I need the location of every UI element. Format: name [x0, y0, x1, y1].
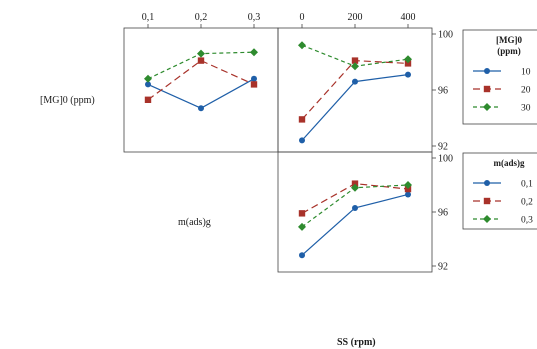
data-point-MG0_x_SS: [299, 137, 305, 144]
data-point-MG0_x_SS: [404, 55, 412, 64]
legend-entry-label: 30: [521, 104, 531, 114]
data-point-m_x_SS: [405, 191, 411, 198]
legend-marker: [484, 180, 490, 186]
series-layer: [144, 41, 412, 259]
x-tick-label-mads: 0,3: [248, 12, 261, 23]
data-point-MG0_x_m: [250, 48, 258, 57]
legend-marker: [483, 197, 491, 205]
legend-title: m(ads)g: [494, 158, 525, 168]
data-point-MG0_x_m: [198, 105, 204, 112]
data-point-m_x_SS: [352, 204, 358, 211]
data-point-MG0_x_SS: [352, 78, 358, 85]
y-tick-label: 92: [438, 262, 448, 273]
legend-box-0: [462, 29, 537, 125]
y-tick-label: 96: [438, 208, 448, 219]
legend-entry-label: 20: [521, 86, 531, 96]
legend-box-1: [462, 152, 537, 230]
data-point-m_x_SS: [298, 210, 306, 217]
legend-entry-label: 0,1: [521, 180, 533, 190]
data-point-m_x_SS: [298, 222, 306, 231]
data-point-MG0_x_m: [145, 81, 151, 88]
data-point-MG0_x_SS: [298, 41, 306, 50]
legend-entry-label: 0,3: [521, 216, 533, 226]
x-tick-label-ss: 200: [348, 12, 363, 23]
series-line-MG0_x_m-1: [147, 59, 255, 101]
series-line-MG0_x_m-0: [147, 78, 255, 109]
y-tick-label: 96: [438, 86, 448, 97]
factor-labels: [MG]0 (ppm) m(ads)g SS (rpm): [40, 95, 376, 348]
data-point-MG0_x_SS: [351, 62, 359, 71]
legend-entry-label: 10: [521, 68, 531, 78]
data-point-MG0_x_m: [144, 74, 152, 83]
legend-marker: [484, 68, 490, 74]
y-tick-label: 100: [438, 30, 453, 41]
legend-marker: [483, 85, 491, 93]
panel-frames: [123, 27, 433, 273]
legend-title: [MG]0: [496, 35, 522, 45]
legends: [MG]0(ppm) 10 20 30 m(ads)g 0,1 0,2 0,3: [462, 29, 537, 230]
legend-title: (ppm): [497, 46, 521, 56]
data-point-m_x_SS: [404, 185, 412, 193]
data-point-MG0_x_m: [251, 75, 257, 82]
data-point-MG0_x_m: [144, 96, 152, 103]
x-tick-label-mads: 0,2: [195, 12, 208, 23]
row-factor-label-mg0: [MG]0 (ppm): [40, 95, 95, 106]
data-point-MG0_x_SS: [404, 60, 412, 67]
data-point-m_x_SS: [351, 180, 359, 187]
data-point-m_x_SS: [351, 183, 359, 192]
data-point-MG0_x_m: [197, 57, 205, 64]
series-line-m_x_SS-0: [301, 193, 409, 256]
data-point-m_x_SS: [404, 181, 412, 189]
x-tick-label-ss: 0: [300, 12, 305, 23]
x-tick-label-mads: 0,1: [142, 12, 155, 23]
x-tick-label-ss: 400: [401, 12, 416, 23]
data-point-m_x_SS: [299, 252, 305, 259]
y-tick-label: 100: [438, 154, 453, 165]
data-point-MG0_x_m: [197, 49, 205, 58]
legend-marker: [483, 103, 491, 111]
legend-marker: [483, 215, 491, 223]
legend-entry-label: 0,2: [521, 198, 533, 208]
x-axis-title: SS (rpm): [337, 337, 376, 348]
y-tick-label: 92: [438, 142, 448, 153]
data-point-MG0_x_m: [250, 81, 258, 88]
data-point-MG0_x_SS: [405, 71, 411, 78]
data-point-MG0_x_SS: [298, 116, 306, 123]
data-point-MG0_x_SS: [351, 57, 359, 64]
panel-frame-MG0_x_m: [123, 27, 279, 153]
row-factor-label-mads: m(ads)g: [178, 217, 211, 228]
